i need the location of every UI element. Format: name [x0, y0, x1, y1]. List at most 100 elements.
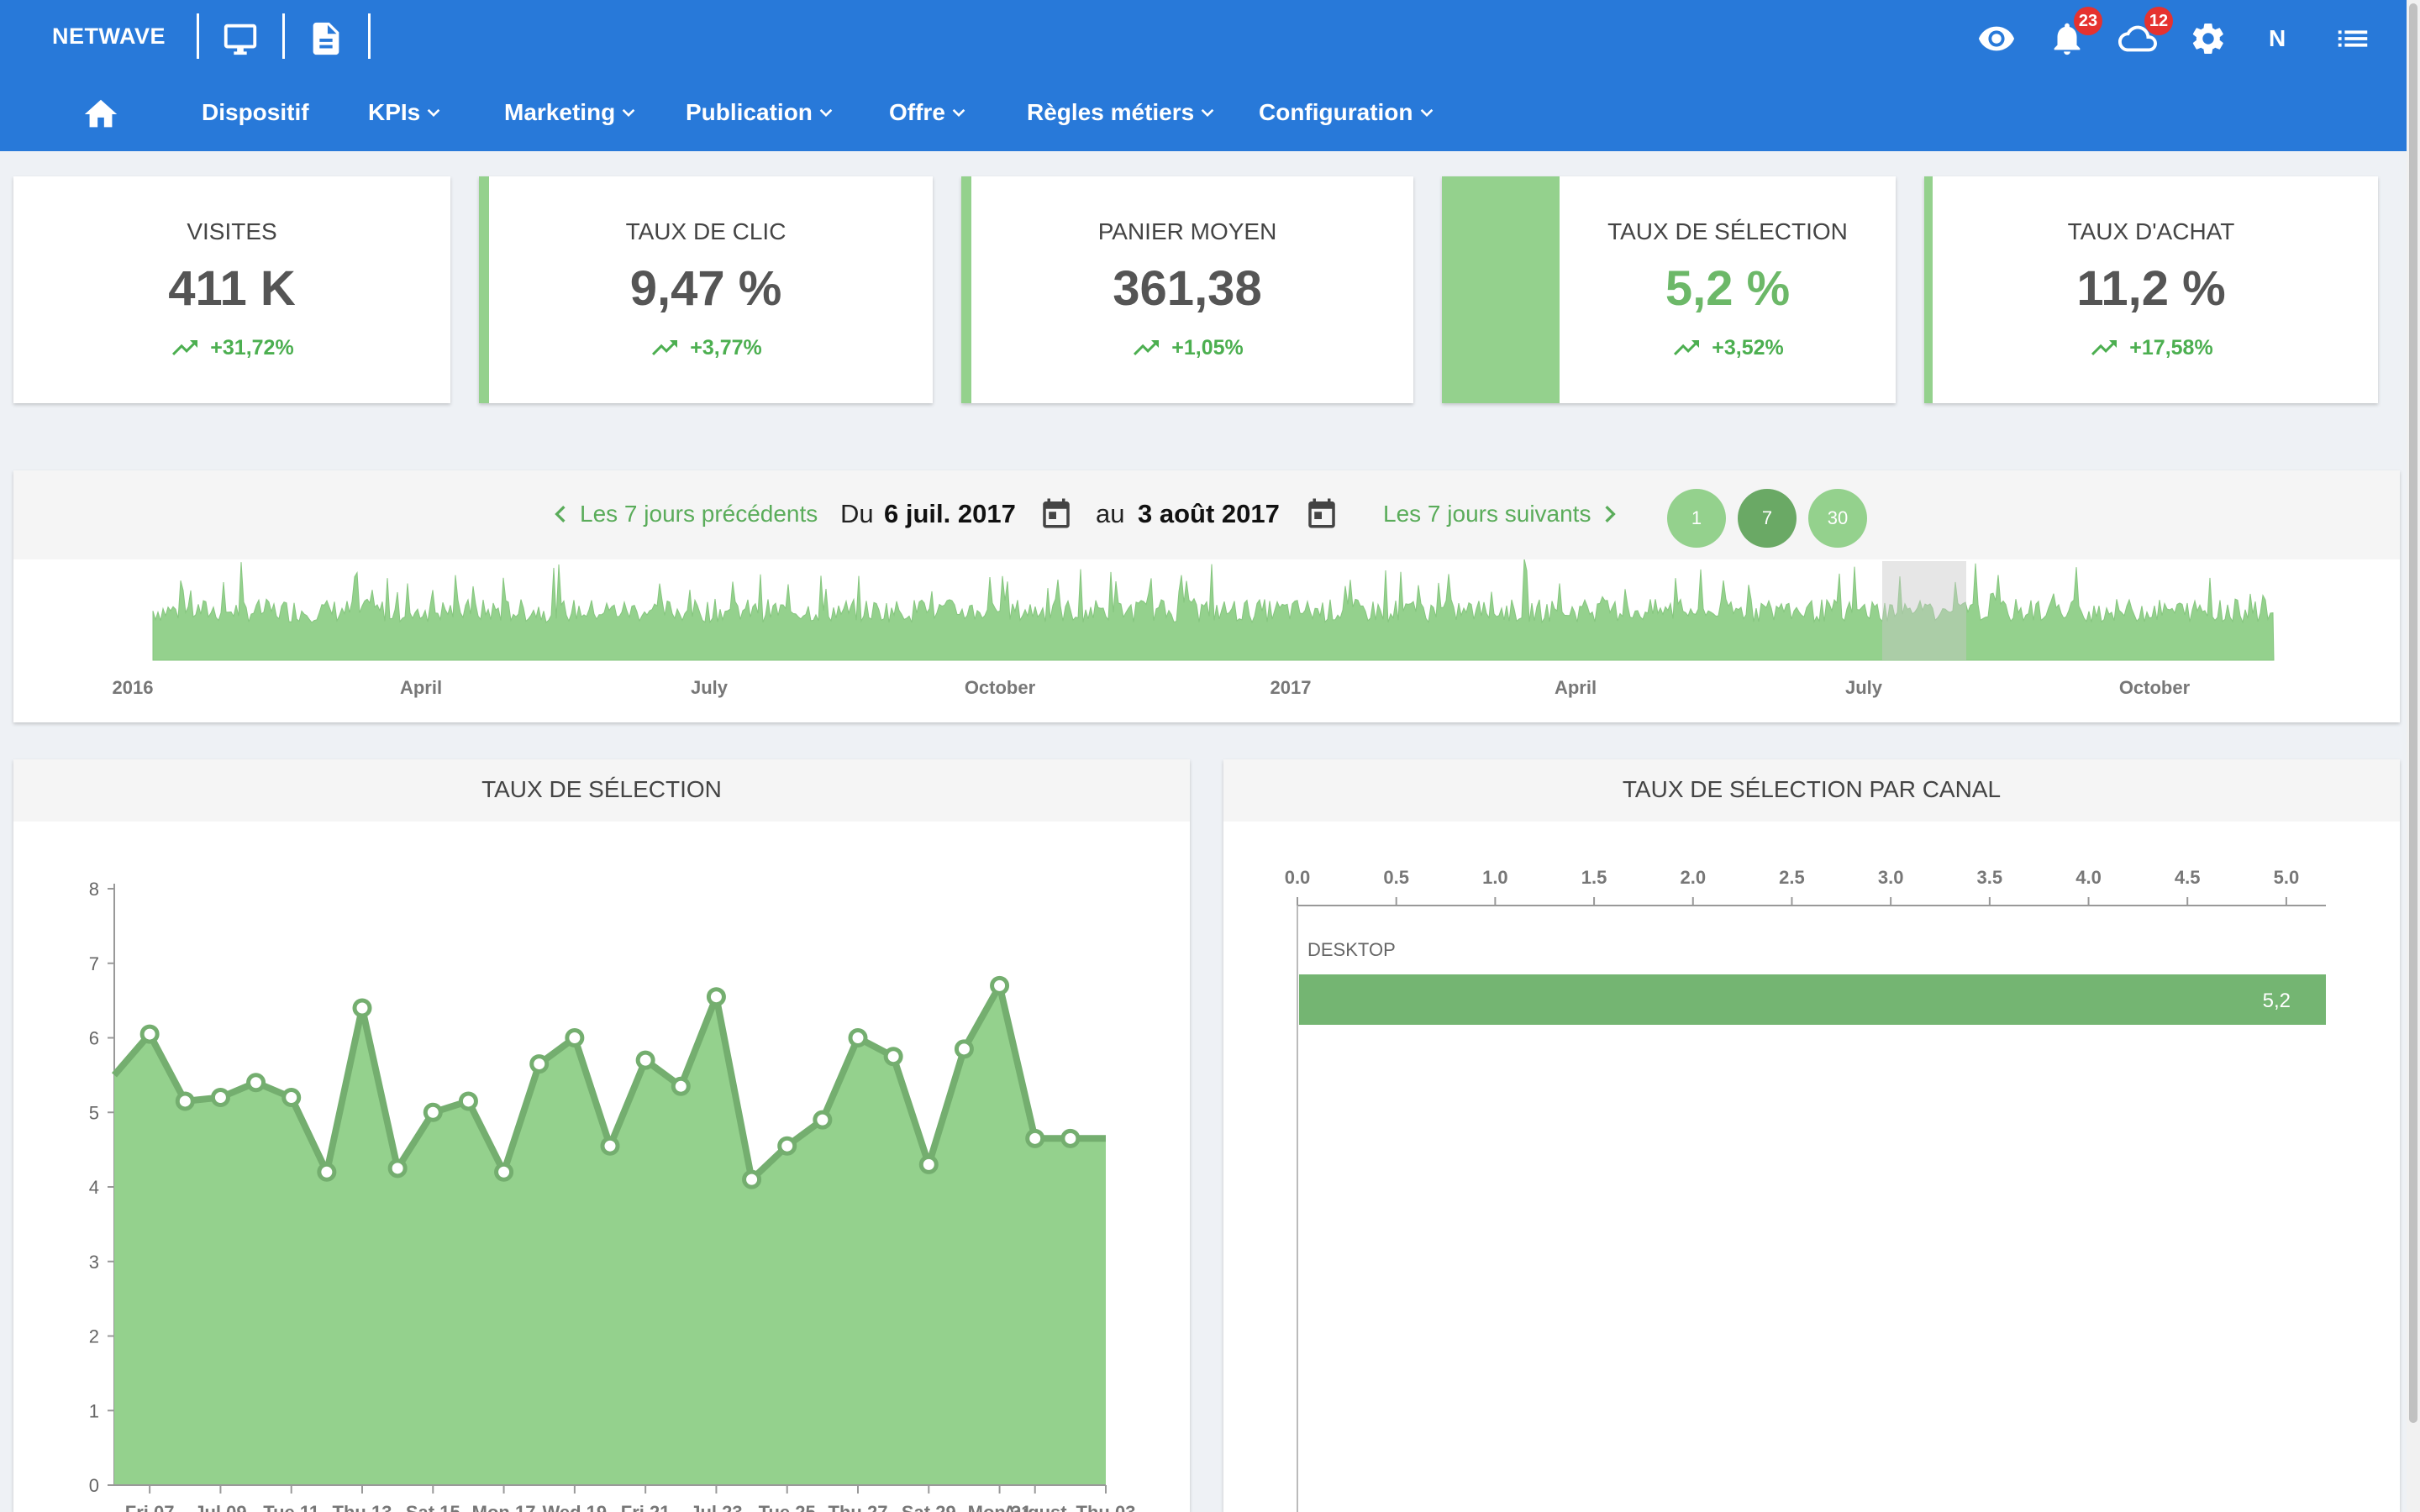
kpi-delta: +17,58% [1924, 333, 2378, 363]
x-tick-label: Wed 19 [543, 1502, 608, 1512]
home-icon[interactable] [81, 94, 121, 134]
panel-title: TAUX DE SÉLECTION PAR CANAL [1622, 776, 2002, 802]
timeline-tick-label: April [1555, 677, 1597, 698]
from-date[interactable]: 6 juil. 2017 [884, 499, 1016, 528]
kpi-title: TAUX DE CLIC [625, 218, 786, 244]
timeline-selection-window[interactable] [1882, 561, 1966, 660]
data-point [1025, 1128, 1045, 1148]
document-icon[interactable] [306, 18, 346, 59]
data-point [813, 1110, 833, 1130]
bars: DESKTOP 5,2 [1299, 939, 2326, 1025]
nav-configuration[interactable]: Configuration [1259, 99, 1434, 126]
nav-label: Configuration [1259, 99, 1413, 125]
x-tick-label: Fri 21 [621, 1502, 671, 1512]
to-label: au [1096, 499, 1125, 528]
range-1-day-button[interactable]: 1 [1667, 489, 1726, 548]
chevron-down-icon [819, 108, 833, 118]
x-tick-label: Sat 15 [406, 1502, 460, 1512]
x-tick-label: Thu 27 [829, 1502, 888, 1512]
desktop-icon[interactable] [220, 18, 260, 59]
cloud-icon[interactable]: 12 [2118, 7, 2173, 59]
page-scrollbar[interactable] [2407, 0, 2420, 1512]
panel-title: TAUX DE SÉLECTION [481, 776, 722, 802]
trending-up-icon [2091, 340, 2118, 355]
brand-logo[interactable]: NETWAVE [52, 24, 166, 49]
kpi-accent-stripe [1924, 176, 1933, 403]
kpi-card-panier-moyen[interactable]: PANIER MOYEN 361,38 +1,05% [961, 176, 1413, 403]
user-avatar[interactable]: N [2269, 25, 2286, 51]
x-tick-label: August [1003, 1502, 1067, 1512]
timeline-area [152, 559, 2275, 661]
nav-publication[interactable]: Publication [686, 99, 833, 126]
data-point [706, 987, 726, 1007]
scrollbar-thumb[interactable] [2409, 3, 2417, 1423]
next-7-days-link[interactable]: Les 7 jours suivants [1383, 501, 1619, 528]
kpi-card-taux-de-selection[interactable]: TAUX DE SÉLECTION 5,2 % +3,52% [1442, 176, 1896, 403]
nav-label: Règles métiers [1027, 99, 1195, 125]
x-tick-label: Sat 29 [902, 1502, 956, 1512]
data-point [848, 1028, 868, 1047]
nav-kpis[interactable]: KPIs [368, 99, 440, 126]
y-tick-label: 5 [89, 1102, 99, 1123]
trending-up-icon [652, 340, 678, 355]
data-point [883, 1047, 903, 1067]
bar-value-label: 5,2 [2263, 990, 2291, 1012]
previous-7-days-link[interactable]: Les 7 jours précédents [551, 501, 818, 528]
x-tick-label: Fri 07 [125, 1502, 175, 1512]
y-tick-label: 3 [89, 1252, 99, 1273]
nav-offre[interactable]: Offre [889, 99, 965, 126]
x-tick-label: 0.5 [1383, 867, 1409, 888]
selection-rate-panel: TAUX DE SÉLECTION 0 1 2 3 4 5 6 7 8 Fri 07 Jul 09… [13, 759, 1190, 1512]
selection-rate-chart[interactable]: 0 1 2 3 4 5 6 7 8 Fri 07 Jul 09 Tue 11 Thu 13 Sat 15… [13, 822, 1190, 1512]
x-tick-label: Jul 09 [194, 1502, 246, 1512]
bell-icon[interactable]: 23 [2047, 7, 2102, 59]
x-tick-label: Mon 31 [968, 1502, 1032, 1512]
gear-icon[interactable] [2188, 18, 2228, 59]
kpi-card-taux-d-achat[interactable]: TAUX D'ACHAT 11,2 % +17,58% [1924, 176, 2378, 403]
chevron-right-icon [1605, 506, 1617, 522]
panel-header: TAUX DE SÉLECTION PAR CANAL [1223, 759, 2400, 822]
previous-7-days-label: Les 7 jours précédents [580, 501, 818, 527]
next-7-days-label: Les 7 jours suivants [1383, 501, 1591, 527]
channel-bar-chart[interactable]: 0.0 0.5 1.0 1.5 2.0 2.5 3.0 3.5 4.0 4.5 5.0 DESKTO… [1223, 822, 2400, 1512]
timeline-tick-label: April [400, 677, 442, 698]
x-tick-label: Mon 17 [472, 1502, 536, 1512]
kpi-accent-stripe [479, 176, 489, 403]
kpi-card-visites[interactable]: VISITES 411 K +31,72% [13, 176, 450, 403]
x-axis: 0.0 0.5 1.0 1.5 2.0 2.5 3.0 3.5 4.0 4.5 5.0 [1285, 867, 2326, 1512]
kpi-card-taux-de-clic[interactable]: TAUX DE CLIC 9,47 % +3,77% [479, 176, 933, 403]
kpi-title: TAUX DE SÉLECTION [1607, 218, 1848, 244]
x-tick-label: 3.5 [1977, 867, 2003, 888]
kpi-value: 361,38 [1113, 261, 1262, 316]
data-point [742, 1169, 762, 1189]
range-30-days-button[interactable]: 30 [1808, 489, 1867, 548]
data-point [990, 975, 1010, 995]
calendar-icon[interactable] [1304, 496, 1339, 531]
to-date[interactable]: 3 août 2017 [1138, 499, 1280, 528]
eye-icon[interactable] [1976, 18, 2017, 59]
x-tick-label: 4.5 [2175, 867, 2201, 888]
data-point [565, 1028, 585, 1047]
kpi-title: VISITES [187, 218, 277, 244]
nav-marketing[interactable]: Marketing [504, 99, 635, 126]
chevron-left-icon [555, 506, 566, 522]
menu-list-icon[interactable] [2333, 18, 2373, 59]
timeline-navigator[interactable]: 2016 April July October 2017 April July October [13, 559, 2400, 722]
x-tick-label: 2.5 [1779, 867, 1805, 888]
y-tick-label: 6 [89, 1028, 99, 1049]
data-point [918, 1154, 939, 1174]
x-axis: Fri 07 Jul 09 Tue 11 Thu 13 Sat 15 Mon 17 Wed … [114, 1484, 1135, 1512]
calendar-icon[interactable] [1039, 496, 1074, 531]
range-7-days-button[interactable]: 7 [1738, 489, 1797, 548]
nav-regles-metiers[interactable]: Règles métiers [1027, 99, 1214, 126]
data-point [954, 1039, 974, 1059]
y-tick-label: 4 [89, 1177, 99, 1198]
data-point [777, 1136, 797, 1156]
x-tick-label: Thu 13 [333, 1502, 392, 1512]
panel-header: TAUX DE SÉLECTION [13, 759, 1190, 822]
kpi-accent-stripe [961, 176, 971, 403]
kpi-title: PANIER MOYEN [1097, 218, 1277, 244]
nav-dispositif[interactable]: Dispositif [202, 99, 309, 126]
divider [197, 13, 199, 59]
category-label: DESKTOP [1307, 939, 1396, 960]
